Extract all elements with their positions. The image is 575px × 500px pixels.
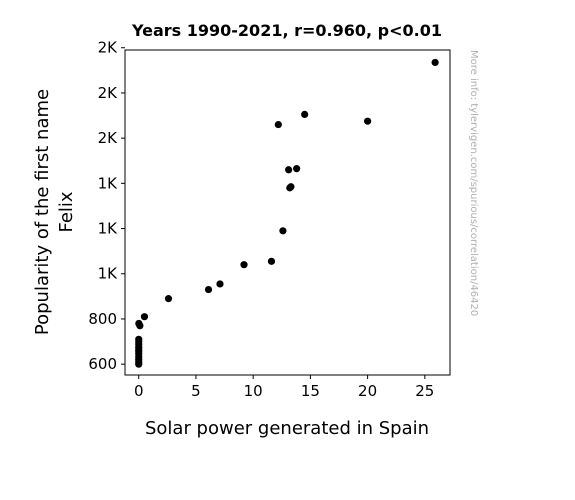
data-point [140,313,149,321]
watermark-text: More info: tylervigen.com/spurious/corre… [468,50,479,316]
data-point [279,227,287,235]
y-tick-label: 2K [98,129,119,147]
data-point [136,322,144,330]
chart-title: Years 1990-2021, r=0.960, p<0.01 [131,21,442,40]
plot-area [124,49,451,376]
x-tick-label: 0 [134,382,144,400]
data-point [135,335,143,343]
data-point [216,280,224,288]
x-tick-label: 20 [358,382,377,400]
data-point [301,110,309,119]
data-point [364,117,372,125]
data-points [135,58,439,368]
y-tick-label: 600 [88,355,117,373]
x-tick-label: 15 [301,382,320,400]
data-point [287,183,295,191]
data-point [164,295,173,303]
x-tick-label: 5 [191,382,201,400]
x-axis: 0 5 10 15 20 25 [134,375,434,400]
y-tick-label: 2K [98,84,119,102]
y-axis: 600 800 1K 1K 1K 2K 2K 2K [88,39,125,373]
data-point [204,285,213,294]
y-axis-label-line-1: Popularity of the first name [32,89,53,335]
data-point [285,166,293,174]
y-axis-label-line-2: Felix [56,191,77,232]
x-tick-label: 25 [415,382,434,400]
data-point [267,257,276,265]
y-tick-label: 1K [98,265,119,283]
y-tick-label: 1K [98,174,119,192]
x-axis-label: Solar power generated in Spain [145,418,429,439]
x-tick-label: 10 [244,382,263,400]
y-tick-label: 800 [88,310,117,328]
data-point [240,261,248,269]
data-point [293,165,301,173]
y-tick-label: 1K [98,220,119,238]
data-point [431,58,439,67]
y-tick-label: 2K [98,39,119,57]
data-point [274,120,282,129]
y-axis-label: Popularity of the first name Felix [32,89,77,335]
